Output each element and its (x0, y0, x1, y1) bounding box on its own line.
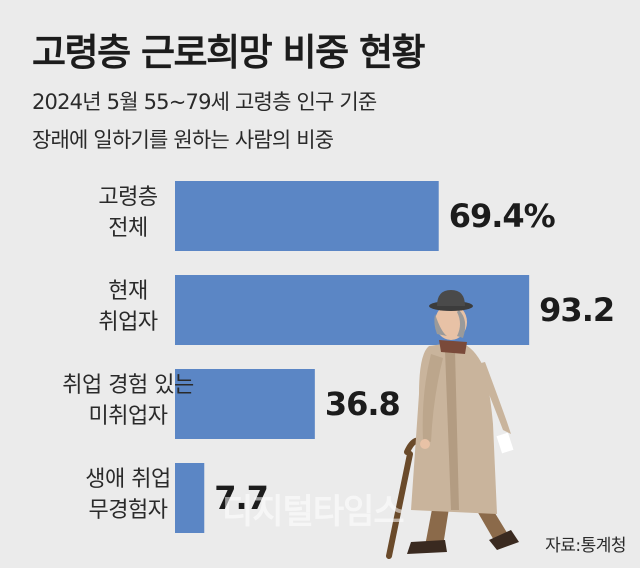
bar-0 (175, 181, 439, 251)
value-label-3: 7.7 (214, 479, 268, 517)
value-label-0: 69.4% (449, 197, 556, 235)
elderly-man-with-cane-icon (386, 290, 519, 559)
category-label-0-line-1: 전체 (108, 216, 147, 241)
watermark: 디지털타임스 (222, 492, 405, 532)
chart-title: 고령층 근로희망 비중 현황 (32, 31, 426, 74)
category-label-0-line-0: 고령층 (98, 185, 157, 210)
category-label-2-line-1: 미취업자 (89, 404, 168, 429)
chart-subtitle-line-2: 장래에 일하기를 원하는 사람의 비중 (32, 128, 334, 152)
category-label-3-line-0: 생애 취업 (85, 467, 170, 492)
value-label-1: 93.2 (539, 291, 614, 329)
bar-1 (175, 275, 530, 345)
value-label-2: 36.8 (325, 385, 400, 423)
chart-subtitle-line-1: 2024년 5월 55~79세 고령층 인구 기준 (32, 90, 377, 114)
bar-3 (175, 463, 205, 533)
bar-2 (175, 369, 315, 439)
category-label-3-line-1: 무경험자 (89, 498, 168, 523)
category-label-1-line-1: 취업자 (98, 310, 157, 335)
category-label-2-line-0: 취업 경험 있는 (62, 373, 194, 398)
category-label-1-line-0: 현재 (108, 279, 147, 304)
source-note: 자료:통계청 (545, 536, 626, 556)
